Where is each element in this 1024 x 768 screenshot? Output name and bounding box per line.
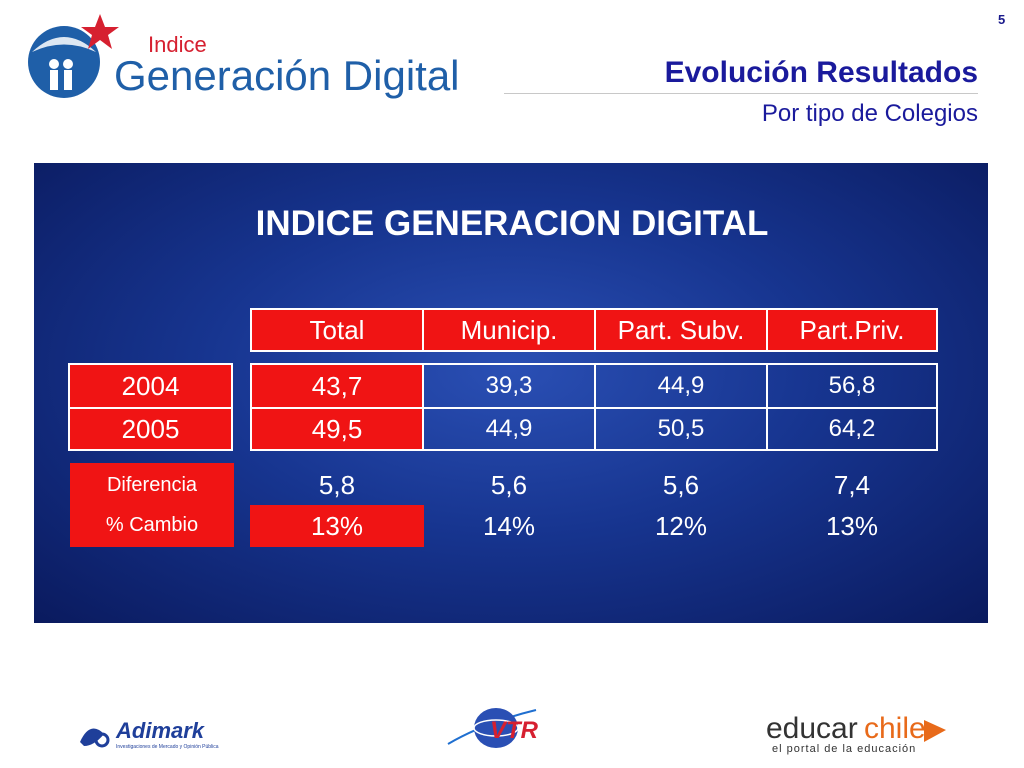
diferencia-part-priv: 7,4 (833, 469, 871, 500)
svg-text:Investigaciones de Mercado y O: Investigaciones de Mercado y Opinión Púb… (116, 744, 219, 750)
svg-text:chile: chile (864, 712, 926, 745)
cell-2004-municip: 39,3 (422, 363, 596, 409)
svg-text:educar: educar (766, 712, 858, 745)
column-header-total: Total (250, 308, 424, 352)
header-divider (504, 93, 978, 94)
cambio-part-subv: 12% (654, 510, 708, 541)
adimark-mark-icon (80, 728, 104, 746)
row-label-2005: 2005 (68, 407, 233, 451)
diferencia-municip: 5,6 (490, 469, 528, 500)
diferencia-part-subv: 5,6 (662, 469, 700, 500)
page-number: 5 (998, 12, 1006, 27)
svg-text:Indice: Indice (148, 32, 207, 57)
cambio-part-priv: 13% (825, 510, 879, 541)
cell-2004-part-priv: 56,8 (766, 363, 938, 409)
adimark-logo: Adimark Investigaciones de Mercado y Opi… (80, 718, 219, 750)
cell-2005-part-subv: 50,5 (594, 407, 768, 451)
column-header-part-subv: Part. Subv. (594, 308, 768, 352)
summary-label-box (70, 463, 234, 547)
row-label-2004: 2004 (68, 363, 233, 409)
header-subtitle: Por tipo de Colegios (761, 100, 978, 127)
educarchile-logo: educar chile el portal de la educación (766, 712, 946, 755)
cambio-total: 13% (310, 510, 364, 541)
svg-text:Adimark: Adimark (115, 718, 206, 743)
svg-text:VTR: VTR (490, 717, 539, 744)
generacion-digital-logo: Indice Generación Digital (28, 14, 460, 99)
cell-2005-total: 49,5 (250, 407, 424, 451)
cambio-municip: 14% (482, 510, 536, 541)
column-header-municip: Municip. (422, 308, 596, 352)
star-icon (81, 14, 119, 49)
vtr-globe-icon (474, 708, 518, 748)
column-header-part-priv: Part.Priv. (766, 308, 938, 352)
cell-2004-total: 43,7 (250, 363, 424, 409)
diferencia-label: Diferencia (106, 473, 198, 496)
cell-2004-part-subv: 44,9 (594, 363, 768, 409)
cambio-label: % Cambio (105, 513, 199, 536)
cell-2005-part-priv: 64,2 (766, 407, 938, 451)
arrow-icon (924, 720, 946, 742)
cell-2005-municip: 44,9 (422, 407, 596, 451)
panel-title: INDICE GENERACION DIGITAL (255, 204, 769, 243)
vtr-logo: VTR (447, 708, 539, 748)
header-title: Evolución Resultados (664, 56, 978, 89)
svg-text:Generación Digital: Generación Digital (114, 52, 460, 99)
cambio-total-highlight (250, 505, 424, 547)
svg-text:el portal de la educación: el portal de la educación (772, 743, 916, 755)
diferencia-total: 5,8 (318, 469, 356, 500)
